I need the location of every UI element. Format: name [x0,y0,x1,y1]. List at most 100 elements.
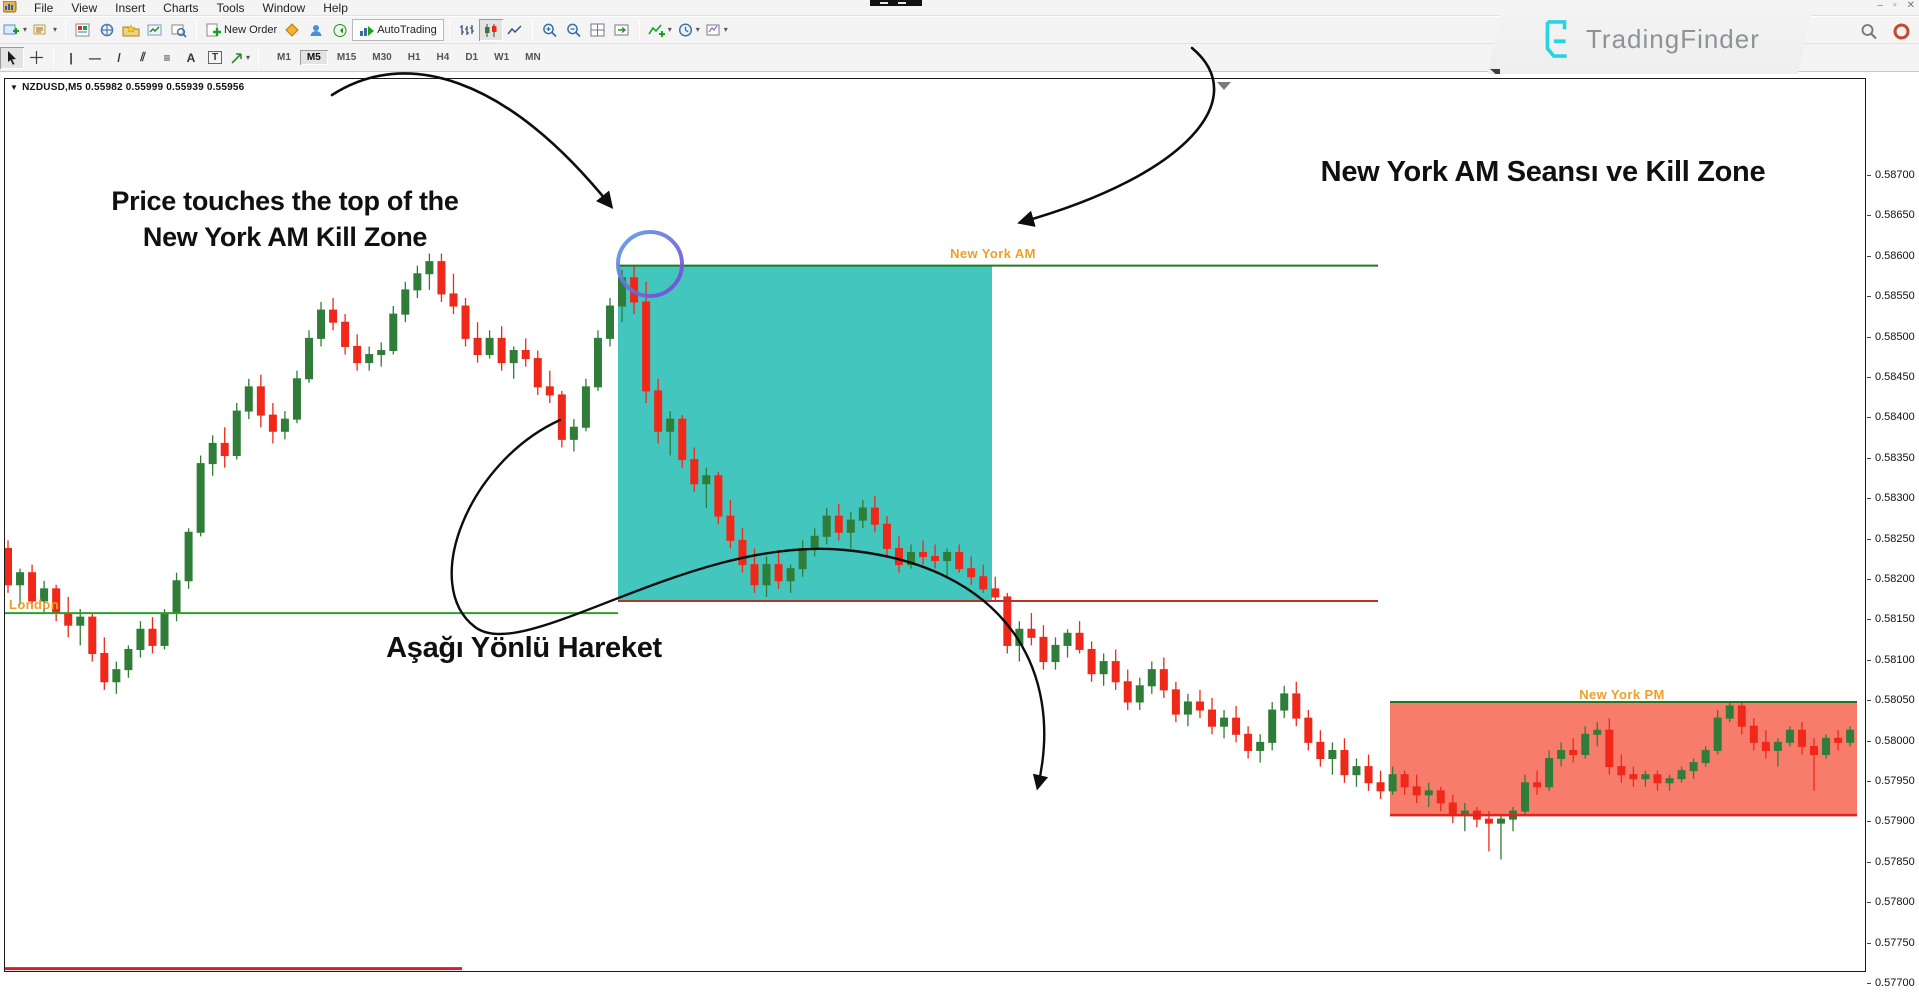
arrows-tool-button[interactable]: ▾ [227,47,253,69]
market-watch-button[interactable] [71,19,95,41]
close-button[interactable]: ✕ [1906,0,1915,11]
zoom-out-button[interactable] [562,19,586,41]
price-tick [1867,255,1871,257]
price-tick [1867,902,1871,904]
price-axis[interactable]: 0.58700 0.58650 0.58600 0.58550 0.58500 0.584… [1867,144,1919,996]
candle-body [425,261,434,275]
tile-windows-button[interactable] [586,19,610,41]
timeframe-h4[interactable]: H4 [436,52,450,63]
profiles-button[interactable]: ▾ [30,19,60,41]
timeframe-h1[interactable]: H1 [407,52,421,63]
bar-chart-mode-button[interactable] [455,19,479,41]
metaeditor-button[interactable] [167,19,191,41]
cursor-tool-button[interactable] [0,46,24,69]
price-tick-label: 0.58550 [1875,290,1915,303]
candle-body [894,547,903,566]
candle-body [1593,729,1602,735]
menu-help[interactable]: Help [323,0,348,15]
chart-plot[interactable]: ▼ NZDUSD,M5 0.55982 0.55999 0.55939 0.55… [4,78,1866,972]
fibonacci-tool-button[interactable]: ≡ [163,50,171,65]
candle-body [232,410,241,457]
screen-recorder-overlay [870,0,922,6]
candlestick-mode-button[interactable] [478,19,503,41]
line-chart-mode-button[interactable] [503,19,527,41]
candle-body [1159,669,1168,691]
timeframe-d1[interactable]: D1 [465,52,479,63]
candle-body [882,523,891,549]
navigator-button[interactable] [95,19,119,41]
strategy-tester-button[interactable] [143,19,167,41]
candle-body [148,628,157,646]
menu-tools[interactable]: Tools [216,0,245,15]
menu-view[interactable]: View [71,0,98,15]
candle-body [1713,717,1722,751]
price-tick-label: 0.58450 [1875,371,1915,384]
candle-body [40,588,49,602]
timeframe-m30[interactable]: M30 [372,52,392,63]
candle-body [1256,741,1265,751]
caret-down-icon: ▾ [695,25,700,34]
price-tick-label: 0.58250 [1875,532,1915,545]
candle-body [473,337,482,356]
search-button[interactable] [1857,20,1881,42]
candle-body [136,628,145,650]
templates-button[interactable]: ▾ [703,19,731,41]
candle-body [726,515,735,541]
candle-body [979,576,988,590]
candle-body [1749,725,1758,743]
timeframe-m15[interactable]: M15 [336,52,357,63]
periods-button[interactable]: ▾ [675,19,703,41]
candle-body [774,564,783,582]
terminal-button[interactable] [119,19,143,41]
text-tool-button[interactable]: A [186,50,196,65]
indicators-button[interactable]: ▾ [645,19,675,41]
new-chart-button[interactable]: ▾ [0,19,30,41]
maximize-button[interactable]: ▫ [1893,0,1897,11]
price-tick [1867,498,1871,500]
separator [638,20,640,40]
zoom-in-button[interactable] [538,19,562,41]
candle-body [1677,770,1686,780]
crosshair-tool-button[interactable] [24,47,48,69]
candle-body [1195,701,1204,711]
candle-body [919,551,928,558]
text-label-tool-button[interactable]: T [203,47,227,69]
separator [258,47,260,68]
menu-charts[interactable]: Charts [163,0,199,15]
candle-body [244,386,253,412]
candle-body [1448,802,1457,816]
trendline-tool-button[interactable]: / [117,50,121,65]
price-tick [1867,417,1871,419]
news-alert-button[interactable] [328,19,352,41]
menu-window[interactable]: Window [262,0,306,15]
price-tick-label: 0.57850 [1875,855,1915,868]
minimize-button[interactable]: – [1877,0,1884,11]
menu-insert[interactable]: Insert [115,0,146,15]
caret-down-icon: ▾ [53,25,58,34]
candle-body [329,309,338,323]
annotation-ny-am-session: New York AM Seansı ve Kill Zone [1320,156,1766,188]
timeframe-w1[interactable]: W1 [494,52,510,63]
auto-scroll-button[interactable] [610,19,634,41]
channel-tool-button[interactable]: ⫽ [140,50,146,64]
horizontal-line-tool-button[interactable]: — [89,50,101,65]
menu-file[interactable]: File [34,0,54,15]
price-tick-label: 0.58350 [1875,451,1915,464]
candle-body [1533,782,1542,788]
candle-body [1051,644,1060,663]
candle-body [606,305,614,339]
candle-body [64,612,73,626]
community-button[interactable] [304,19,328,41]
new-order-button[interactable]: New Order [202,19,280,41]
price-tick [1867,659,1871,661]
symbol-dropdown-icon[interactable]: ▼ [10,83,19,92]
vertical-line-tool-button[interactable]: | [69,50,73,65]
timeframe-m5[interactable]: M5 [299,50,328,65]
timeframe-m1[interactable]: M1 [277,52,291,63]
timeframe-mn[interactable]: MN [525,52,541,63]
expert-advisors-button[interactable] [280,19,304,41]
autotrading-button[interactable]: AutoTrading [352,19,444,41]
mql5-profile-button[interactable] [1889,20,1913,42]
candle-body [317,309,326,339]
candle-body [1352,766,1361,776]
